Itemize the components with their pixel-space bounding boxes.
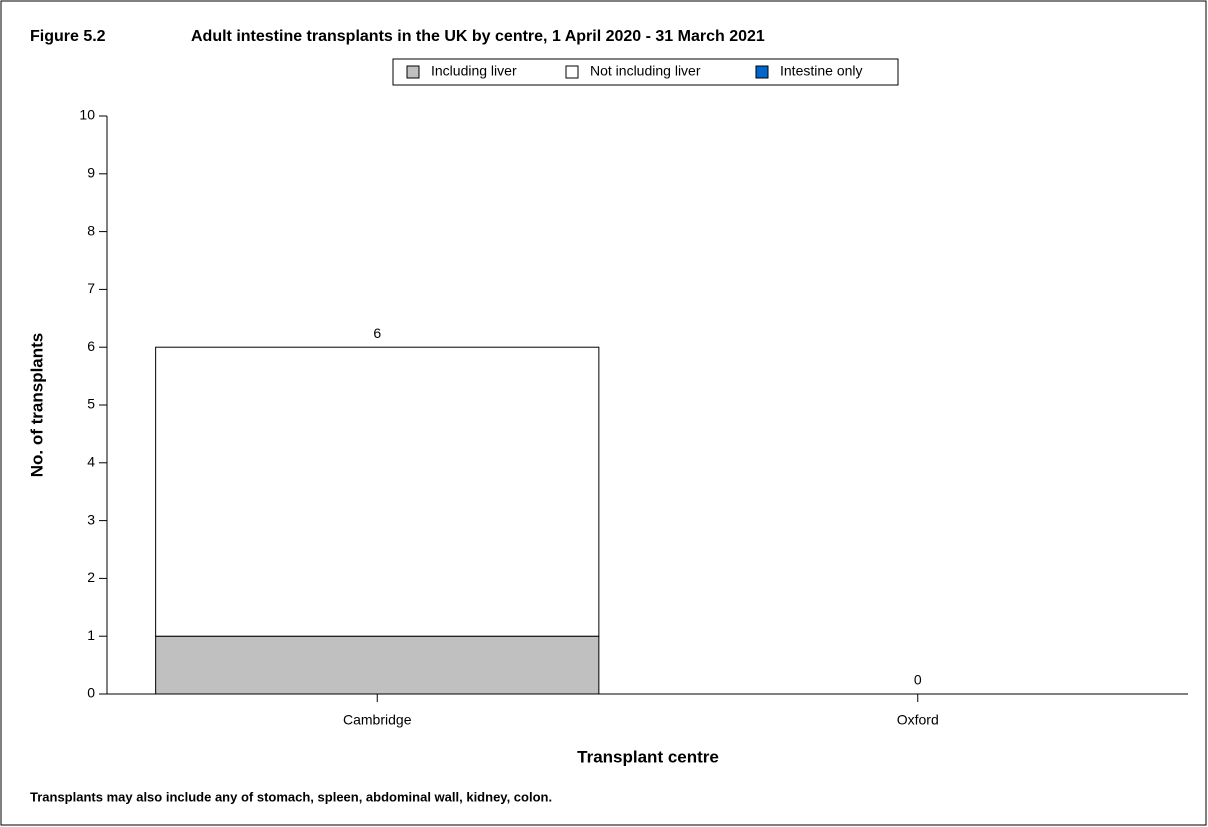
bar-segment (155, 635, 600, 695)
y-tick-label: 8 (87, 222, 95, 238)
figure-label: Figure 5.2 (30, 28, 106, 45)
legend-box (392, 58, 899, 86)
legend-label: Not including liver (590, 63, 701, 79)
legend-label: Intestine only (780, 63, 863, 79)
y-tick-label: 0 (87, 685, 95, 701)
y-tick-label: 1 (87, 627, 95, 643)
legend-swatch (406, 65, 420, 79)
footnote: Transplants may also include any of stom… (30, 789, 552, 804)
y-tick-label: 6 (87, 338, 95, 354)
y-axis-label: No. of transplants (27, 333, 46, 478)
y-tick-label: 5 (87, 396, 95, 412)
y-tick-label: 4 (87, 454, 95, 470)
x-tick-label: Cambridge (343, 712, 412, 728)
x-tick-label: Oxford (897, 712, 939, 728)
y-tick-label: 2 (87, 569, 95, 585)
legend-swatch (565, 65, 579, 79)
x-axis-label: Transplant centre (577, 747, 719, 766)
y-tick-label: 7 (87, 280, 95, 296)
total-label: 0 (914, 672, 922, 688)
y-tick-label: 10 (79, 107, 95, 123)
legend-label: Including liver (431, 63, 517, 79)
y-tick-label: 9 (87, 165, 95, 181)
y-tick-label: 3 (87, 511, 95, 527)
chart-title: Adult intestine transplants in the UK by… (191, 28, 765, 45)
total-label: 6 (373, 325, 381, 341)
legend-swatch (755, 65, 769, 79)
bar-segment (155, 346, 600, 637)
